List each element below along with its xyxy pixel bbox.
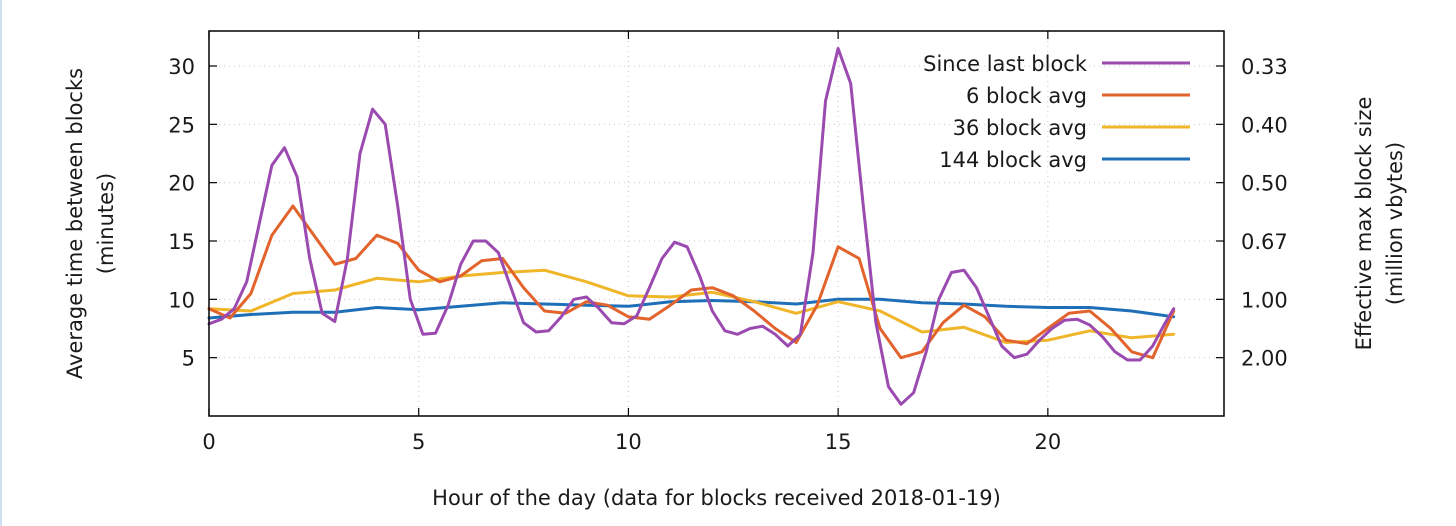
x-axis-title: Hour of the day (data for blocks receive…: [432, 486, 1001, 510]
x-tick-label: 0: [202, 430, 215, 454]
y2-tick-label: 1.00: [1241, 288, 1288, 312]
legend-label: 144 block avg: [939, 148, 1087, 172]
y-tick-label: 5: [182, 347, 195, 371]
y-axis-title-line: (minutes): [94, 173, 118, 274]
series-line-6-block-avg: [207, 204, 1176, 360]
y-axis-title-line: Average time between blocks: [63, 68, 87, 379]
series-lines: [207, 47, 1176, 406]
y2-axis-title-line: Effective max block size: [1352, 97, 1376, 351]
legend-label: 6 block avg: [966, 84, 1087, 108]
y2-tick-label: 0.67: [1241, 230, 1288, 254]
y-tick-label: 15: [168, 230, 195, 254]
y2-axis-title: Effective max block size (million vbytes): [1352, 97, 1407, 351]
legend: Since last block 6 block avg 36 block avg 1…: [923, 52, 1190, 172]
y-tick-label: 30: [168, 55, 195, 79]
legend-label: Since last block: [923, 52, 1088, 76]
y-tick-label: 10: [168, 288, 195, 312]
y2-axis-title-line: (million vbytes): [1383, 142, 1407, 305]
legend-label: 36 block avg: [953, 116, 1087, 140]
axis-titles: Hour of the day (data for blocks receive…: [63, 68, 1407, 510]
left-edge-rule: [0, 0, 2, 526]
series-line-since-last-block: [207, 47, 1176, 406]
y2-tick-label: 0.50: [1241, 172, 1288, 196]
y-tick-label: 25: [168, 113, 195, 137]
x-tick-label: 20: [1034, 430, 1061, 454]
y-axis-title: Average time between blocks (minutes): [63, 68, 118, 379]
y-tick-label: 20: [168, 172, 195, 196]
axis-ticks: 0 5 10 15 20 5 10 15 20 25 30 0.33 0.40 0.50 0.67 1.00 2…: [168, 31, 1288, 454]
x-tick-label: 10: [615, 430, 642, 454]
x-tick-label: 5: [412, 430, 425, 454]
y2-tick-label: 2.00: [1241, 347, 1288, 371]
x-tick-label: 15: [825, 430, 852, 454]
y2-tick-label: 0.33: [1241, 55, 1288, 79]
y2-tick-label: 0.40: [1241, 113, 1288, 137]
series-line-144-block-avg: [207, 297, 1176, 320]
plot-frame: [208, 30, 1225, 417]
